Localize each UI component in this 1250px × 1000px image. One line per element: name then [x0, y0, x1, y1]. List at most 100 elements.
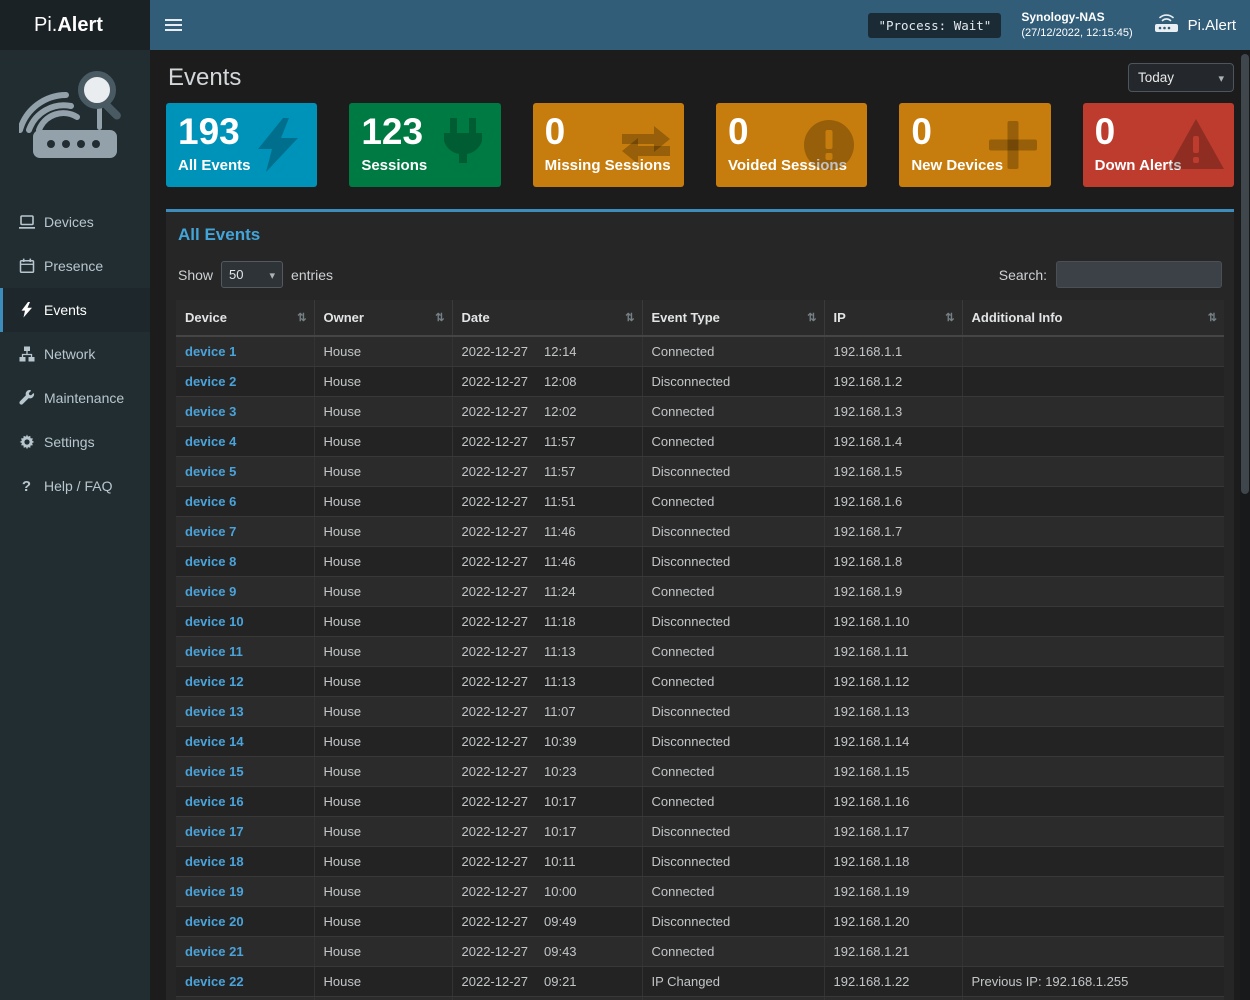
date-cell: 2022-12-27 10:00: [451, 876, 642, 907]
table-row: device 18 House 2022-12-27 10:11 Disconne…: [176, 846, 1224, 877]
scrollbar-thumb[interactable]: [1241, 54, 1249, 494]
device-link[interactable]: device 18: [185, 854, 244, 869]
card-label: Sessions: [361, 157, 428, 174]
show-label: Show: [178, 266, 214, 283]
column-header-event-type[interactable]: Event Type: [641, 300, 824, 337]
device-link[interactable]: device 2: [185, 374, 237, 389]
device-link[interactable]: device 7: [185, 524, 237, 539]
owner-cell: House: [313, 396, 452, 427]
card-missing-sessions[interactable]: 0 Missing Sessions: [532, 103, 684, 187]
plug-icon: [433, 115, 493, 175]
table-row: device 13 House 2022-12-27 11:07 Disconne…: [176, 696, 1224, 727]
ip-cell: 192.168.1.11: [823, 636, 962, 667]
owner-cell: House: [313, 666, 452, 697]
card-new-devices[interactable]: 0 New Devices: [899, 103, 1051, 187]
device-cell: device 9: [176, 576, 314, 607]
additional-info-cell: [961, 366, 1224, 397]
date-cell: 2022-12-27 11:13: [451, 636, 642, 667]
ip-cell: 192.168.1.22: [823, 966, 962, 997]
card-value: 0: [911, 111, 932, 152]
page-title: Events: [168, 63, 242, 91]
period-select[interactable]: Today: [1128, 63, 1234, 92]
device-link[interactable]: device 5: [185, 464, 237, 479]
process-status-badge: "Process: Wait": [868, 12, 1002, 38]
device-cell: device 16: [176, 786, 314, 817]
card-voided-sessions[interactable]: 0 Voided Sessions: [715, 103, 868, 187]
events-table: Device Owner Date Event Type IP Addition…: [176, 300, 1224, 1000]
ip-cell: 192.168.1.19: [823, 876, 962, 907]
device-link[interactable]: device 3: [185, 404, 237, 419]
event-type-cell: Connected: [641, 876, 824, 907]
device-link[interactable]: device 14: [185, 734, 244, 749]
sidebar-menu: Devices Presence Events Network Maintena…: [0, 200, 150, 508]
column-header-ip[interactable]: IP: [823, 300, 962, 337]
sort-icon: [435, 311, 444, 324]
search-input[interactable]: [1056, 261, 1222, 288]
column-header-owner[interactable]: Owner: [313, 300, 452, 337]
card-sessions[interactable]: 123 Sessions: [349, 103, 501, 187]
event-type-cell: Connected: [641, 576, 824, 607]
exclamation-circle-icon: [799, 115, 859, 175]
card-all-events[interactable]: 193 All Events: [166, 103, 318, 187]
sidebar-item-settings[interactable]: Settings: [0, 420, 150, 464]
column-header-additional-info[interactable]: Additional Info: [961, 300, 1224, 337]
card-label: Down Alerts: [1094, 157, 1182, 174]
device-link[interactable]: device 6: [185, 494, 237, 509]
event-type-cell: Disconnected: [641, 816, 824, 847]
additional-info-cell: [961, 816, 1224, 847]
device-cell: device 4: [176, 426, 314, 457]
hamburger-menu-icon[interactable]: [150, 0, 196, 50]
event-type-cell: Connected: [641, 786, 824, 817]
column-header-date[interactable]: Date: [451, 300, 642, 337]
device-link[interactable]: device 21: [185, 944, 244, 959]
device-link[interactable]: device 13: [185, 704, 244, 719]
brand-suffix: Alert: [57, 13, 103, 36]
additional-info-cell: [961, 456, 1224, 487]
device-link[interactable]: device 1: [185, 344, 237, 359]
date-cell: 2022-12-27 11:18: [451, 606, 642, 637]
card-label: Voided Sessions: [727, 157, 847, 174]
event-type-cell: Connected: [641, 756, 824, 787]
chevron-down-icon: [270, 267, 276, 282]
ip-cell: 192.168.1.9: [823, 576, 962, 607]
device-cell: device 12: [176, 666, 314, 697]
sidebar-item-devices[interactable]: Devices: [0, 200, 150, 244]
sidebar-item-presence[interactable]: Presence: [0, 244, 150, 288]
device-link[interactable]: device 17: [185, 824, 244, 839]
sidebar-item-maintenance[interactable]: Maintenance: [0, 376, 150, 420]
device-link[interactable]: device 4: [185, 434, 237, 449]
device-link[interactable]: device 15: [185, 764, 244, 779]
top-navbar: "Process: Wait" Synology-NAS (27/12/2022…: [150, 0, 1250, 50]
date-cell: 2022-12-27 11:46: [451, 516, 642, 547]
page-size-select[interactable]: 50: [221, 261, 284, 288]
owner-cell: House: [313, 336, 452, 367]
ip-cell: 192.168.1.10: [823, 606, 962, 637]
date-cell: 2022-12-27 11:57: [451, 456, 642, 487]
brand-logo[interactable]: Pi. Alert: [0, 0, 150, 50]
sidebar-item-help[interactable]: ? Help / FAQ: [0, 464, 150, 508]
device-link[interactable]: device 16: [185, 794, 244, 809]
event-type-cell: Connected: [641, 666, 824, 697]
page-scrollbar[interactable]: [1240, 50, 1250, 1000]
device-link[interactable]: device 11: [185, 644, 243, 659]
device-link[interactable]: device 10: [185, 614, 244, 629]
sidebar-item-network[interactable]: Network: [0, 332, 150, 376]
table-row: device 16 House 2022-12-27 10:17 Connecte…: [176, 786, 1224, 817]
ip-cell: 192.168.1.1: [823, 336, 962, 367]
device-link[interactable]: device 20: [185, 914, 244, 929]
card-down-alerts[interactable]: 0 Down Alerts: [1082, 103, 1234, 187]
device-link[interactable]: device 12: [185, 674, 244, 689]
event-type-cell: Disconnected: [641, 846, 824, 877]
device-link[interactable]: device 22: [185, 974, 244, 989]
column-header-device[interactable]: Device: [176, 300, 314, 337]
ip-cell: 192.168.1.2: [823, 366, 962, 397]
date-cell: 2022-12-27 11:51: [451, 486, 642, 517]
card-label: All Events: [178, 157, 251, 174]
device-link[interactable]: device 9: [185, 584, 237, 599]
device-link[interactable]: device 19: [185, 884, 244, 899]
app-link[interactable]: Pi.Alert: [1153, 12, 1236, 38]
sidebar-item-events[interactable]: Events: [0, 288, 150, 332]
event-type-cell: Disconnected: [641, 606, 824, 637]
device-link[interactable]: device 8: [185, 554, 237, 569]
owner-cell: House: [313, 546, 452, 577]
